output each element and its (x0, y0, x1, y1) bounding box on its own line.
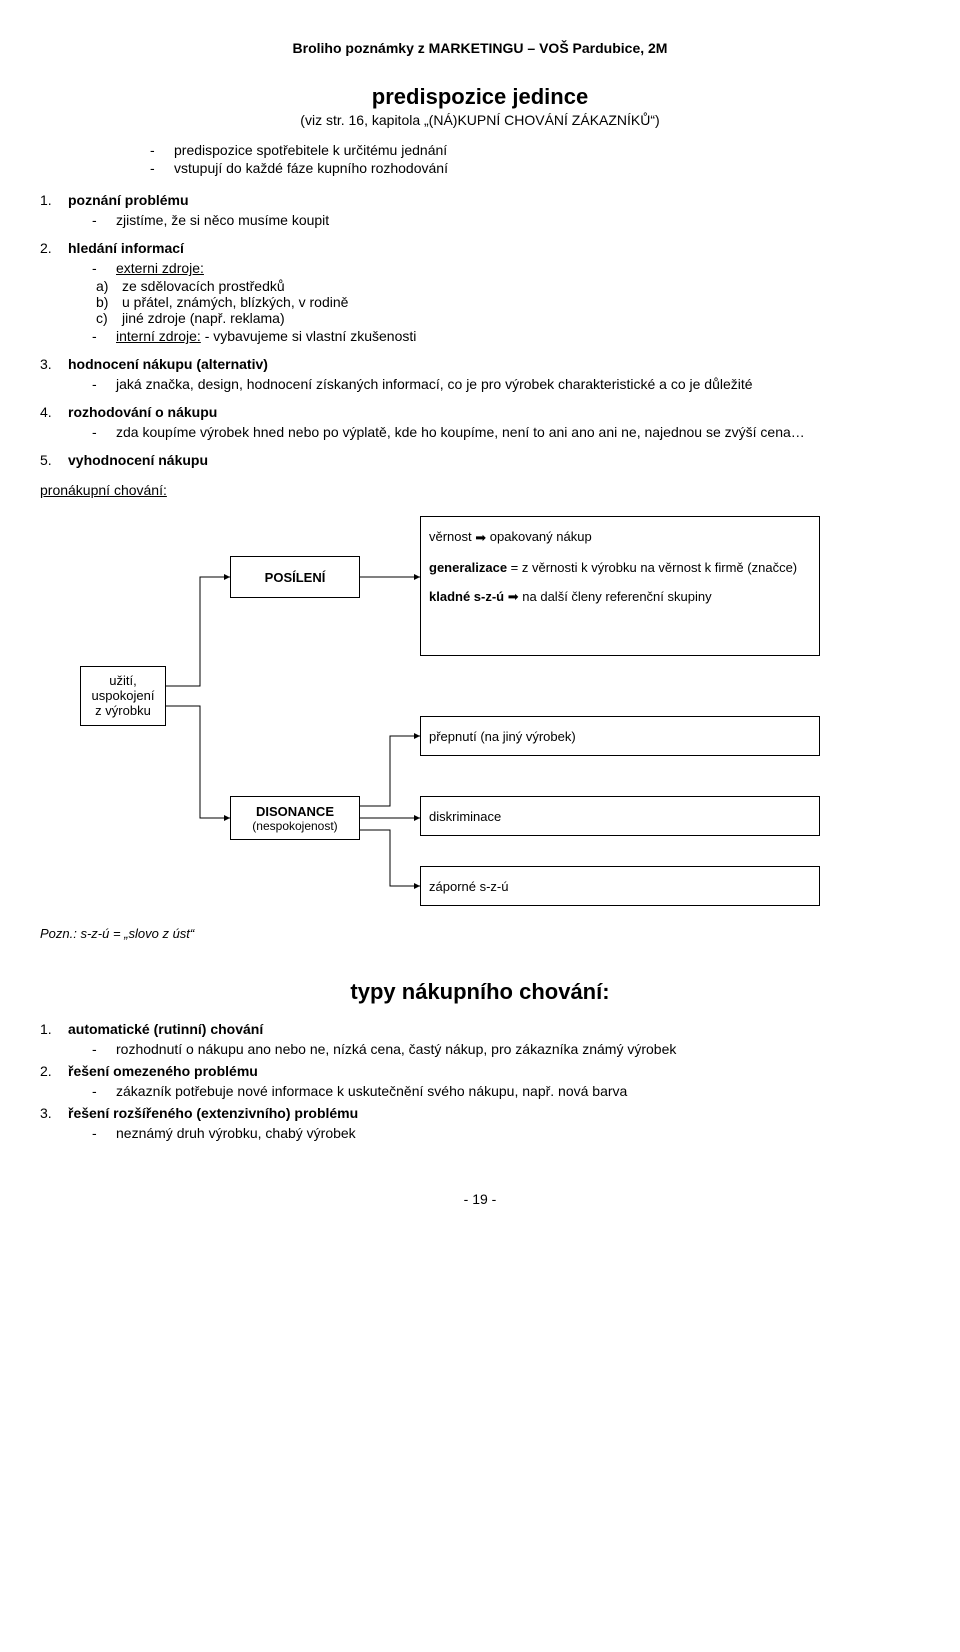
intro-block: -predispozice spotřebitele k určitému je… (150, 142, 920, 176)
int-text: - vybavujeme si vlastní zkušenosti (201, 328, 417, 344)
sec2-item-3-detail: -neznámý druh výrobku, chabý výrobek (92, 1125, 920, 1141)
sec2-title: řešení omezeného problému (68, 1063, 258, 1079)
flow-box-group4: záporné s-z-ú (420, 866, 820, 906)
step-2: 2.hledání informací (40, 240, 920, 256)
flow-box-group1: věrnost ➡ opakovaný nákup generalizace =… (420, 516, 820, 656)
g1-line-loyalty: věrnost ➡ opakovaný nákup (429, 529, 811, 546)
footnote: Pozn.: s-z-ú = „slovo z úst“ (40, 926, 920, 941)
sec2-num: 1. (40, 1021, 68, 1037)
step-3: 3.hodnocení nákupu (alternativ) (40, 356, 920, 372)
step-2-int: -interní zdroje: - vybavujeme si vlastní… (92, 328, 920, 344)
arrow-right-icon: ➡ (475, 530, 486, 546)
step-2-c: c)jiné zdroje (např. reklama) (96, 310, 920, 326)
sec2-item-1-detail: -rozhodnutí o nákupu ano nebo ne, nízká … (92, 1041, 920, 1057)
step-num: 2. (40, 240, 68, 256)
step-title: rozhodování o nákupu (68, 404, 217, 420)
g1a-pre: věrnost (429, 529, 475, 544)
g1c-bold: kladné s-z-ú (429, 589, 508, 604)
sec2-title: řešení rozšířeného (extenzivního) problé… (68, 1105, 358, 1121)
section2-title: typy nákupního chování: (40, 979, 920, 1005)
page-header: Broliho poznámky z MARKETINGU – VOŠ Pard… (40, 40, 920, 56)
g1-line-kladne: kladné s-z-ú ➡ na další členy referenční… (429, 589, 811, 606)
sec2-detail-text: neznámý druh výrobku, chabý výrobek (116, 1125, 356, 1141)
step-num: 5. (40, 452, 68, 468)
subtitle: (viz str. 16, kapitola „(NÁ)KUPNÍ CHOVÁN… (40, 112, 920, 128)
flow-box-source: užití, uspokojení z výrobku (80, 666, 166, 726)
intro-text: predispozice spotřebitele k určitému jed… (174, 142, 447, 158)
step-1-detail: -zjistíme, že si něco musíme koupit (92, 212, 920, 228)
g2-text: přepnutí (na jiný výrobek) (429, 729, 576, 744)
g1b-bold: generalizace (429, 560, 507, 575)
step-num: 1. (40, 192, 68, 208)
step-2-b: b)u přátel, známých, blízkých, v rodině (96, 294, 920, 310)
step-title: vyhodnocení nákupu (68, 452, 208, 468)
intro-item: -vstupují do každé fáze kupního rozhodov… (150, 160, 920, 176)
main-title: predispozice jedince (40, 84, 920, 110)
step-5: 5.vyhodnocení nákupu (40, 452, 920, 468)
step-title: hodnocení nákupu (alternativ) (68, 356, 268, 372)
step-title: poznání problému (68, 192, 189, 208)
step-2-c-text: jiné zdroje (např. reklama) (122, 310, 285, 326)
page: Broliho poznámky z MARKETINGU – VOŠ Pard… (0, 0, 960, 1247)
g3-text: diskriminace (429, 809, 501, 824)
step-detail-text: jaká značka, design, hodnocení získaných… (116, 376, 753, 392)
arrow-right-icon: ➡ (508, 589, 519, 605)
sec2-num: 3. (40, 1105, 68, 1121)
step-num: 4. (40, 404, 68, 420)
step-3-detail: -jaká značka, design, hodnocení získanýc… (92, 376, 920, 392)
step-2-b-text: u přátel, známých, blízkých, v rodině (122, 294, 348, 310)
ext-label: externi zdroje: (116, 260, 204, 276)
sec2-num: 2. (40, 1063, 68, 1079)
step-2-a: a)ze sdělovacích prostředků (96, 278, 920, 294)
step-2-a-text: ze sdělovacích prostředků (122, 278, 285, 294)
sec2-detail-text: rozhodnutí o nákupu ano nebo ne, nízká c… (116, 1041, 676, 1057)
flow-box-disonance: DISONANCE (nespokojenost) (230, 796, 360, 840)
disonance-sub: (nespokojenost) (252, 819, 337, 833)
intro-text: vstupují do každé fáze kupního rozhodová… (174, 160, 448, 176)
sec2-item-2: 2.řešení omezeného problému (40, 1063, 920, 1079)
step-num: 3. (40, 356, 68, 372)
disonance-label: DISONANCE (256, 804, 334, 819)
int-label: interní zdroje: (116, 328, 201, 344)
g4-text: záporné s-z-ú (429, 879, 508, 894)
sec2-item-2-detail: -zákazník potřebuje nové informace k usk… (92, 1083, 920, 1099)
flow-box-posileni: POSÍLENÍ (230, 556, 360, 598)
sec2-item-3: 3.řešení rozšířeného (extenzivního) prob… (40, 1105, 920, 1121)
sec2-detail-text: zákazník potřebuje nové informace k usku… (116, 1083, 627, 1099)
flow-box-group3: diskriminace (420, 796, 820, 836)
step-1: 1.poznání problému (40, 192, 920, 208)
step-2-ext: -externi zdroje: (92, 260, 920, 276)
step-detail-text: zjistíme, že si něco musíme koupit (116, 212, 329, 228)
step-detail-text: zda koupíme výrobek hned nebo po výplatě… (116, 424, 805, 440)
step-4-detail: -zda koupíme výrobek hned nebo po výplat… (92, 424, 920, 440)
g1a-post: opakovaný nákup (486, 529, 592, 544)
flow-heading: pronákupní chování: (40, 482, 920, 498)
flow-box-group2: přepnutí (na jiný výrobek) (420, 716, 820, 756)
page-number: - 19 - (40, 1191, 920, 1207)
g1b-rest: = z věrnosti k výrobku na věrnost k firm… (507, 560, 797, 575)
step-4: 4.rozhodování o nákupu (40, 404, 920, 420)
sec2-item-1: 1.automatické (rutinní) chování (40, 1021, 920, 1037)
g1-line-generalizace: generalizace = z věrnosti k výrobku na v… (429, 560, 811, 575)
sec2-title: automatické (rutinní) chování (68, 1021, 263, 1037)
intro-item: -predispozice spotřebitele k určitému je… (150, 142, 920, 158)
flowchart: užití, uspokojení z výrobku POSÍLENÍ DIS… (80, 516, 840, 916)
g1c-rest: na další členy referenční skupiny (519, 589, 712, 604)
step-title: hledání informací (68, 240, 184, 256)
